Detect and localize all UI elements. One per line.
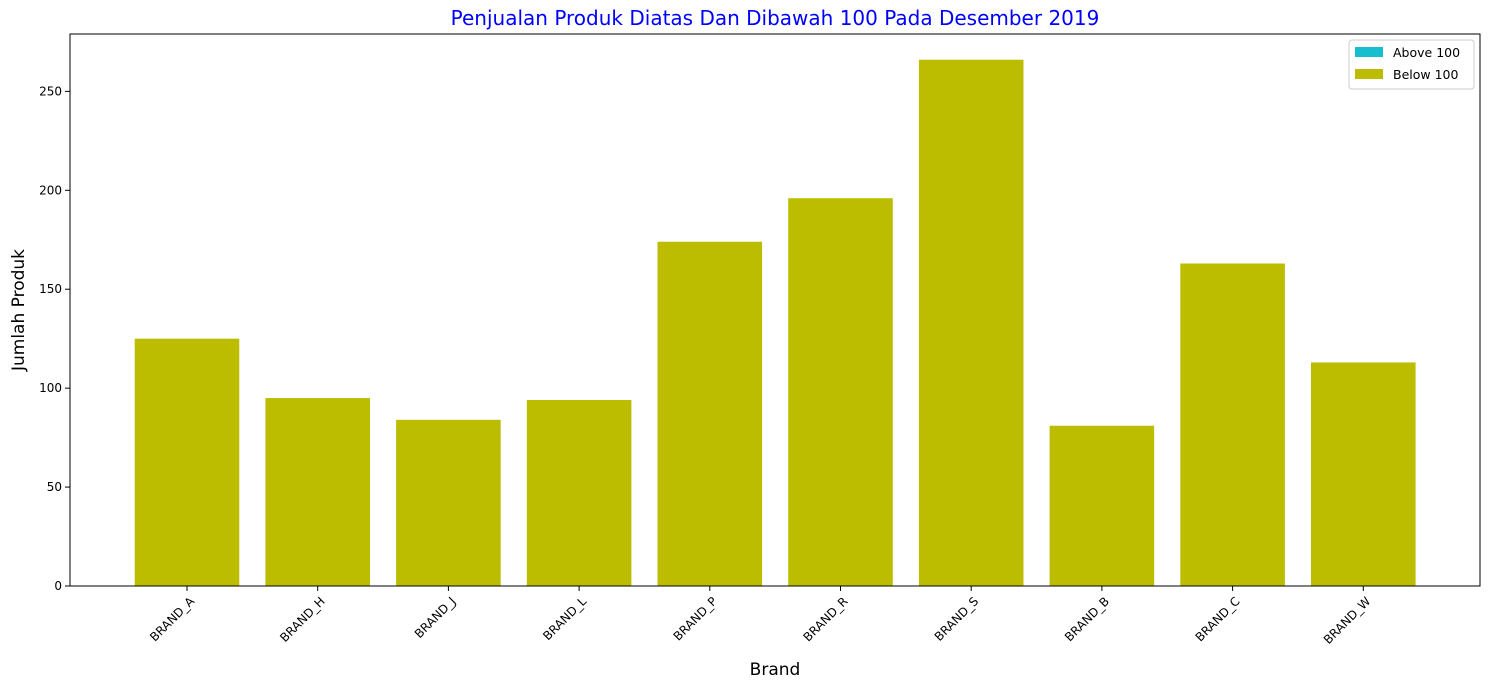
bar-brand-b — [1049, 425, 1155, 586]
y-tick-label: 100 — [39, 381, 62, 395]
x-tick-label: BRAND_C — [1193, 594, 1243, 644]
x-tick-label: BRAND_H — [277, 594, 328, 645]
plot-area — [134, 59, 1416, 586]
x-tick-label: BRAND_P — [671, 594, 720, 643]
bar-brand-a — [134, 338, 240, 586]
legend-label-above-100: Above 100 — [1393, 45, 1460, 60]
bar-brand-j — [396, 419, 501, 586]
x-tick-label: BRAND_W — [1321, 594, 1374, 647]
chart-title: Penjualan Produk Diatas Dan Dibawah 100 … — [451, 6, 1100, 30]
x-tick-label: BRAND_B — [1062, 594, 1112, 644]
bar-brand-h — [265, 398, 370, 586]
plot-frame — [69, 33, 1481, 587]
x-axis-title: Brand — [750, 660, 801, 680]
x-tick-label: BRAND_J — [412, 594, 459, 641]
bar-brand-r — [788, 198, 893, 586]
bar-brand-w — [1311, 362, 1416, 586]
legend-swatch-above-100 — [1355, 47, 1383, 57]
y-tick-label: 250 — [39, 84, 62, 98]
x-tick-label: BRAND_R — [801, 594, 851, 644]
x-tick-label: BRAND_A — [147, 594, 198, 645]
y-tick-label: 50 — [47, 480, 62, 494]
y-tick-label: 150 — [39, 282, 62, 296]
y-tick-label: 200 — [39, 183, 62, 197]
y-tick-label: 0 — [54, 579, 62, 593]
bar-brand-c — [1180, 263, 1285, 586]
x-tick-label: BRAND_S — [932, 594, 982, 644]
legend: Above 100 Below 100 — [1348, 39, 1475, 90]
x-tick-label: BRAND_L — [540, 594, 589, 643]
bar-brand-p — [657, 241, 763, 586]
y-axis: 0 50 100 150 200 250 — [39, 84, 70, 593]
x-axis: BRAND_A BRAND_H BRAND_J BRAND_L BRAND_P BRAND… — [147, 586, 1374, 647]
legend-label-below-100: Below 100 — [1393, 67, 1458, 82]
y-axis-title: Jumlah Produk — [9, 249, 29, 372]
bar-brand-s — [918, 59, 1024, 586]
legend-swatch-below-100 — [1355, 69, 1383, 79]
bar-brand-l — [526, 400, 632, 586]
